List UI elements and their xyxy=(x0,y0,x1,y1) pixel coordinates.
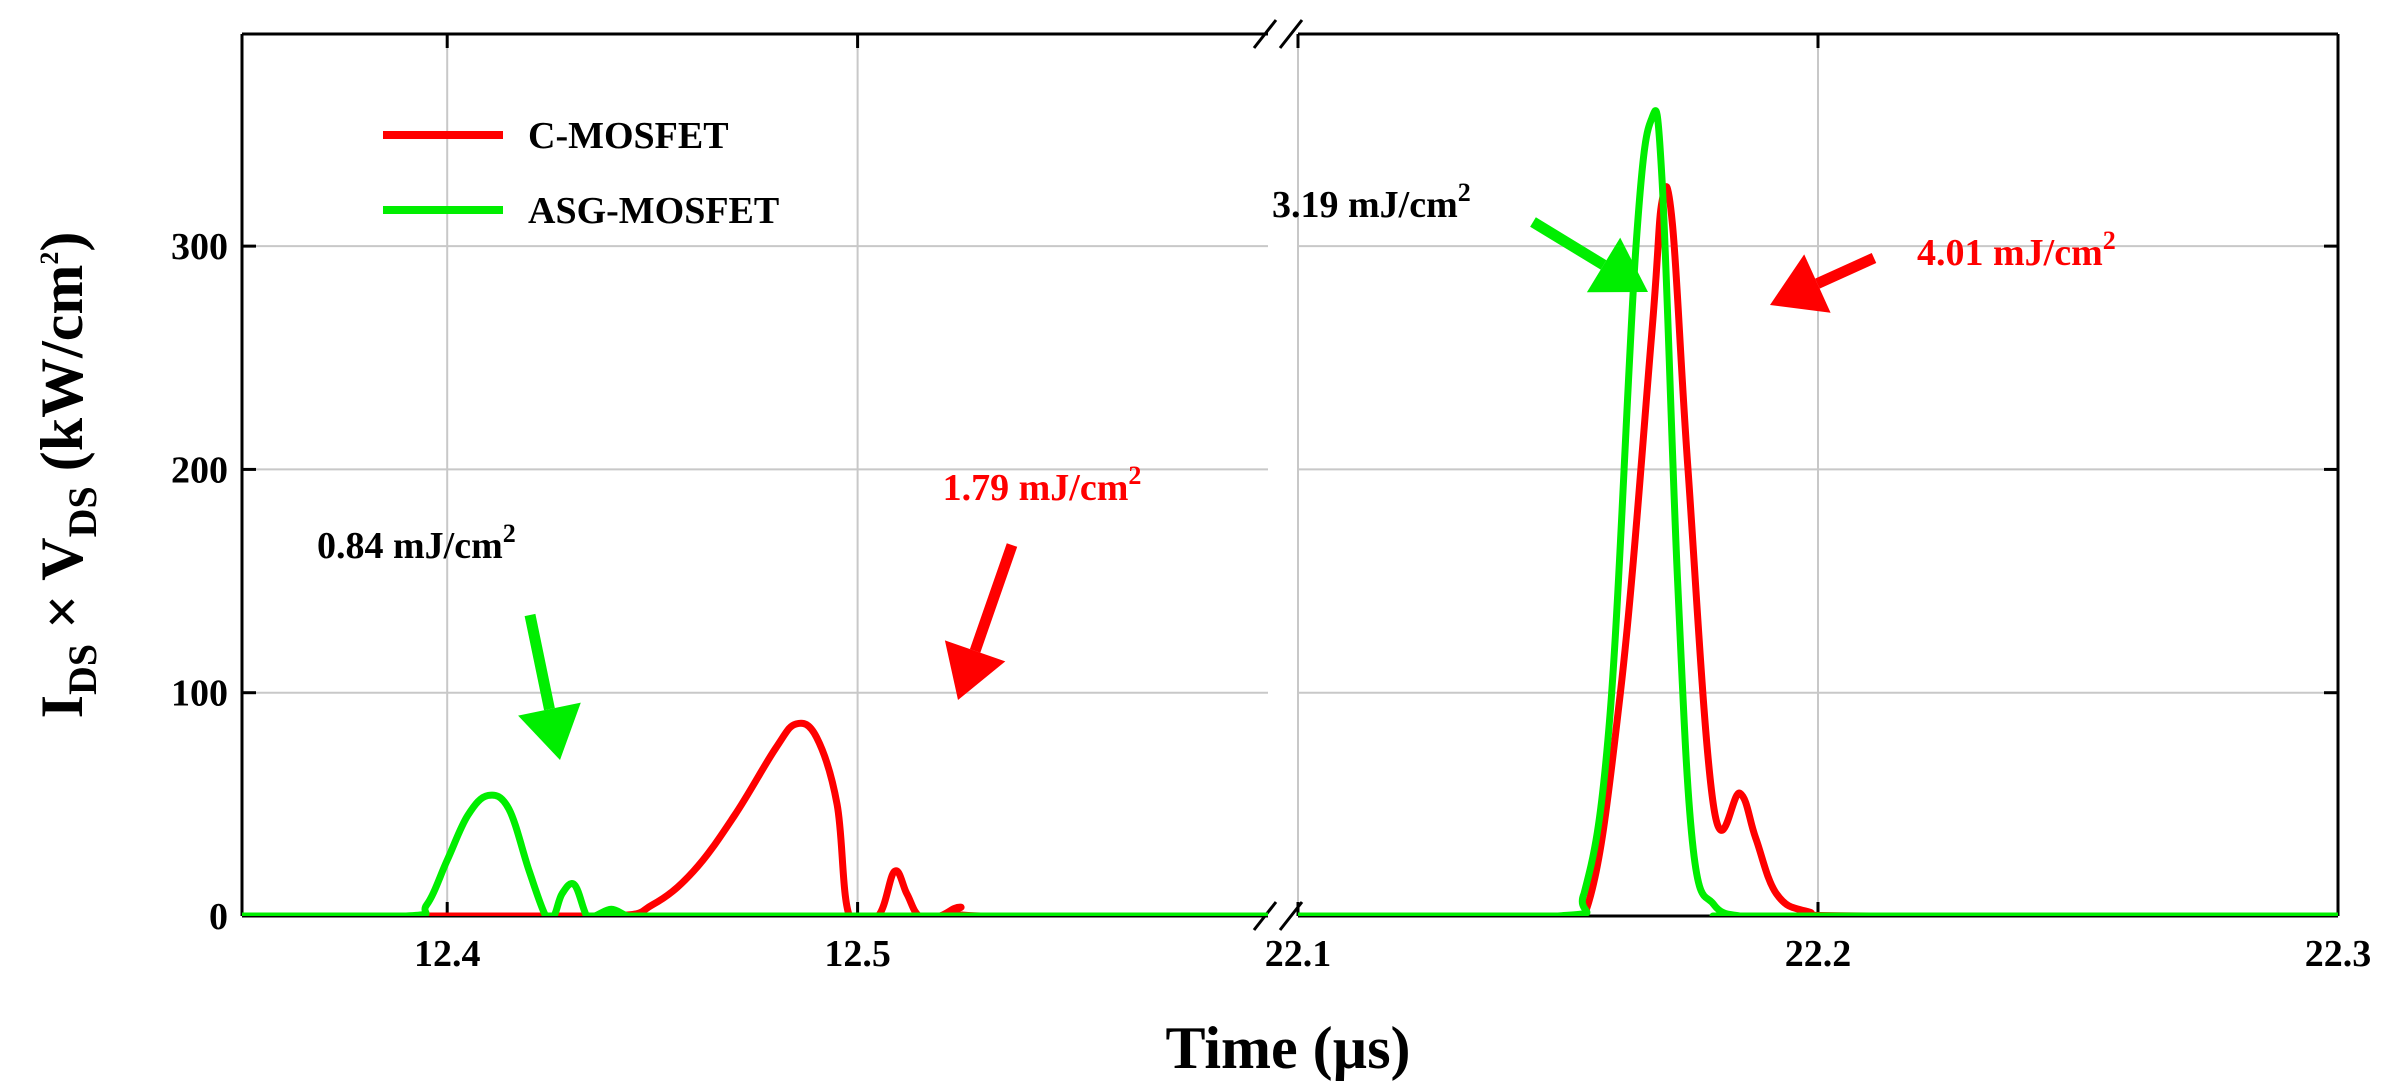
y-tick-label: 0 xyxy=(209,896,228,938)
y-tick-label: 300 xyxy=(171,226,228,268)
y-tick-label: 200 xyxy=(171,449,228,491)
annotation-label: 3.19 mJ/cm2 xyxy=(1272,178,1471,226)
y-axis-title-part: ) xyxy=(29,232,95,252)
axis-break-mark xyxy=(1252,19,1278,49)
y-tick-label: 100 xyxy=(171,673,228,715)
axis-ticks xyxy=(242,34,2340,918)
annotation-arrow-shaft xyxy=(1815,252,1877,289)
y-axis-title-part: I xyxy=(29,695,95,718)
annotation-arrows xyxy=(518,217,1877,760)
annotation-text: 3.19 mJ/cm xyxy=(1272,184,1458,226)
annotation-text: 1.79 mJ/cm xyxy=(943,467,1129,509)
annotation-label: 4.01 mJ/cm2 xyxy=(1917,226,2116,274)
y-axis-title-part: DS xyxy=(60,644,105,695)
x-tick-label: 12.5 xyxy=(824,933,891,975)
series-line-c-mosfet xyxy=(242,719,1268,916)
annotation-label: 1.79 mJ/cm2 xyxy=(943,461,1142,509)
series-line-c-mosfet xyxy=(1528,183,2338,916)
x-tick-label: 22.1 xyxy=(1265,933,1332,975)
annotation-arrow-shaft xyxy=(969,543,1018,653)
annotation-arrow-head xyxy=(944,640,1006,700)
annotation-sup: 2 xyxy=(503,519,516,548)
annotation-sup: 2 xyxy=(1128,461,1141,490)
legend-label-c-mosfet: C-MOSFET xyxy=(528,115,729,157)
annotation-label: 0.84 mJ/cm2 xyxy=(317,519,516,567)
x-axis-title: Time (µs) xyxy=(1165,1015,1410,1081)
y-axis-title-part: DS xyxy=(60,486,105,537)
axis-break-mark xyxy=(1278,19,1304,49)
annotation-arrow-head xyxy=(1586,237,1648,293)
annotation-text: 4.01 mJ/cm xyxy=(1917,232,2103,274)
annotation-arrow-head xyxy=(518,702,581,760)
x-tick-label: 22.2 xyxy=(1785,933,1852,975)
text-labels: 0 100 200 300 12.4 12.5 22.1 22.2 22.3 C-MOSFET AS… xyxy=(29,115,2371,1081)
x-tick-label: 22.3 xyxy=(2305,933,2372,975)
annotation-arrow-head xyxy=(1770,254,1831,313)
y-axis-title-part: 2 xyxy=(35,252,64,265)
legend-label-asg-mosfet: ASG-MOSFET xyxy=(528,190,779,232)
annotation-text: 0.84 mJ/cm xyxy=(317,525,503,567)
series-lines xyxy=(242,107,2338,916)
annotation-arrow-shaft xyxy=(524,613,555,711)
series-line-asg-mosfet xyxy=(1298,107,2338,916)
series-line-asg-mosfet xyxy=(242,791,1268,916)
annotation-arrow-shaft xyxy=(1530,217,1607,270)
x-tick-label: 12.4 xyxy=(414,933,481,975)
y-axis-title-part: (kW/cm xyxy=(29,265,95,487)
y-axis-title: IDS × VDS (kW/cm2) xyxy=(29,232,105,719)
y-axis-title-part: × V xyxy=(29,537,95,643)
annotation-sup: 2 xyxy=(2103,226,2116,255)
grid xyxy=(242,34,2339,917)
annotation-sup: 2 xyxy=(1458,178,1471,207)
